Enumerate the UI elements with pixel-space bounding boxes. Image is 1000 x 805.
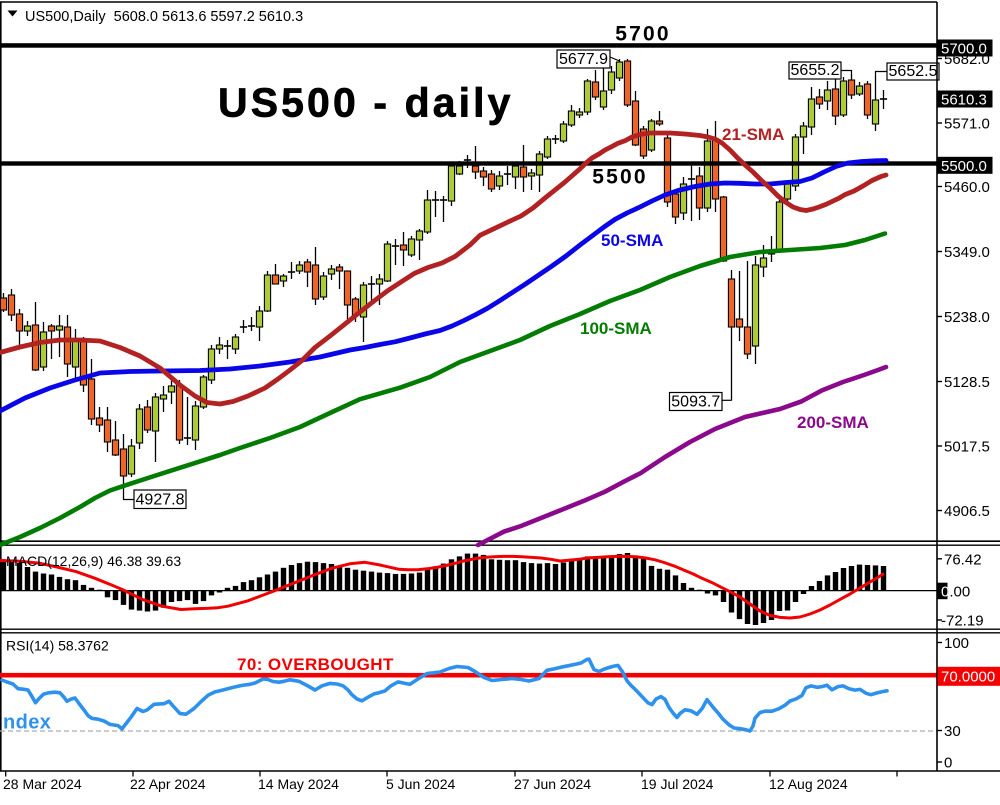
svg-text:5655.2: 5655.2 — [791, 62, 840, 79]
svg-text:5 Jun 2024: 5 Jun 2024 — [386, 776, 455, 792]
svg-text:21-SMA: 21-SMA — [722, 125, 784, 144]
svg-text:5017.5: 5017.5 — [944, 439, 990, 456]
svg-text:14 May 2024: 14 May 2024 — [258, 776, 339, 792]
svg-text:5500: 5500 — [592, 166, 648, 189]
svg-text:100: 100 — [944, 635, 969, 652]
svg-text:0: 0 — [941, 583, 949, 600]
svg-text:28 Mar 2024: 28 Mar 2024 — [3, 776, 82, 792]
svg-text:5700: 5700 — [615, 23, 671, 46]
svg-text:MACD(12,26,9) 46.38 39.63: MACD(12,26,9) 46.38 39.63 — [6, 553, 181, 569]
svg-text:50-SMA: 50-SMA — [601, 231, 663, 250]
svg-text:5610.3: 5610.3 — [941, 92, 987, 109]
svg-text:5238.0: 5238.0 — [944, 309, 990, 326]
svg-text:5128.5: 5128.5 — [944, 374, 990, 391]
svg-text:5700.0: 5700.0 — [941, 41, 987, 58]
svg-text:ndex: ndex — [3, 712, 51, 734]
svg-text:200-SMA: 200-SMA — [797, 413, 869, 432]
svg-text:100-SMA: 100-SMA — [580, 319, 652, 338]
svg-text:RSI(14) 58.3762: RSI(14) 58.3762 — [6, 638, 109, 654]
svg-text:-72.19: -72.19 — [941, 613, 984, 630]
svg-text:76.42: 76.42 — [944, 551, 982, 568]
svg-text:5652.5: 5652.5 — [889, 63, 938, 80]
svg-text:5677.9: 5677.9 — [559, 51, 608, 68]
svg-text:70: OVERBOUGHT: 70: OVERBOUGHT — [237, 655, 394, 674]
svg-text:4906.5: 4906.5 — [944, 503, 990, 520]
svg-text:12 Aug 2024: 12 Aug 2024 — [769, 776, 848, 792]
svg-text:5460.0: 5460.0 — [944, 179, 990, 196]
svg-text:4927.8: 4927.8 — [136, 492, 185, 509]
svg-text:70.0000: 70.0000 — [941, 668, 995, 685]
svg-text:27 Jun 2024: 27 Jun 2024 — [514, 776, 591, 792]
svg-text:5500.0: 5500.0 — [941, 158, 987, 175]
svg-text:19 Jul 2024: 19 Jul 2024 — [641, 776, 714, 792]
svg-text:30: 30 — [944, 723, 961, 740]
svg-text:US500,Daily 5608.0 5613.6 559: US500,Daily 5608.0 5613.6 5597.2 5610.3 — [25, 9, 303, 25]
svg-text:5093.7: 5093.7 — [671, 394, 720, 411]
svg-text:22 Apr 2024: 22 Apr 2024 — [130, 776, 206, 792]
svg-text:US500 - daily: US500 - daily — [218, 80, 514, 126]
svg-text:0: 0 — [944, 755, 952, 772]
svg-text:5349.0: 5349.0 — [944, 244, 990, 261]
svg-text:5571.0: 5571.0 — [944, 116, 990, 133]
